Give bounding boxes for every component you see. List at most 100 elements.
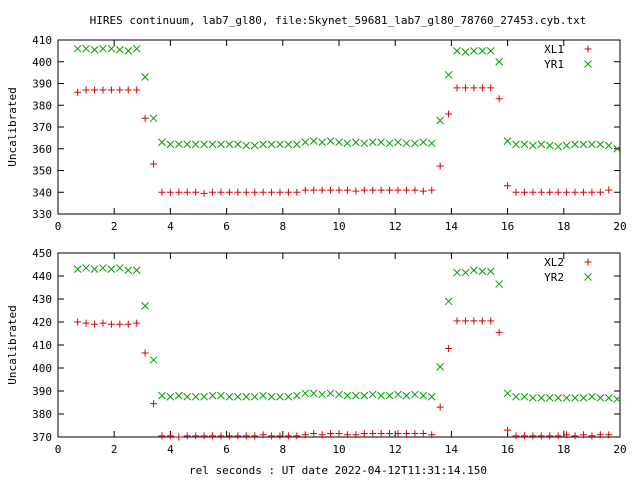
data-point <box>251 188 259 196</box>
data-point <box>107 320 115 328</box>
y-tick-label: 390 <box>32 385 52 398</box>
data-point <box>124 320 132 328</box>
data-point <box>233 392 242 401</box>
plot-frame <box>57 252 621 438</box>
data-point <box>436 116 445 125</box>
data-point <box>268 188 276 196</box>
data-point <box>225 188 233 196</box>
data-point <box>99 44 107 53</box>
data-point <box>115 45 124 54</box>
data-point <box>259 391 267 400</box>
data-point <box>520 392 529 401</box>
y-tick-label: 450 <box>32 247 52 260</box>
data-point <box>73 44 82 53</box>
x-tick-label: 12 <box>389 220 402 233</box>
data-point <box>368 390 377 399</box>
data-point <box>419 391 428 400</box>
data-point <box>444 70 453 79</box>
data-point <box>107 86 115 94</box>
data-point <box>436 403 444 411</box>
data-point <box>259 140 267 149</box>
data-point <box>310 186 318 194</box>
data-point <box>394 186 402 194</box>
data-point <box>512 432 520 440</box>
data-point <box>200 392 208 401</box>
data-point <box>141 302 149 310</box>
data-point <box>242 188 250 196</box>
data-point <box>563 431 571 439</box>
y-tick-label: 410 <box>32 34 52 47</box>
data-point <box>604 394 613 402</box>
data-point <box>571 394 579 402</box>
data-point <box>225 140 234 149</box>
data-point <box>276 392 284 401</box>
data-point <box>343 186 351 194</box>
data-point <box>166 188 174 196</box>
data-point <box>385 139 394 148</box>
data-point <box>91 320 99 328</box>
data-point <box>276 140 284 149</box>
data-point <box>73 265 82 273</box>
data-point <box>571 140 579 149</box>
data-point <box>360 430 368 438</box>
data-point <box>520 432 528 440</box>
x-tick-label: 4 <box>167 220 174 233</box>
data-point <box>90 45 99 54</box>
data-point <box>107 265 116 273</box>
data-point <box>571 432 579 440</box>
data-point <box>200 432 208 440</box>
data-point <box>200 189 208 197</box>
data-point <box>217 140 225 149</box>
data-point <box>352 431 360 439</box>
data-point <box>343 139 352 148</box>
data-point <box>394 390 402 399</box>
data-point <box>250 141 259 150</box>
data-point <box>613 144 622 153</box>
data-point <box>335 390 343 399</box>
data-point <box>183 432 191 440</box>
data-point <box>158 188 166 196</box>
data-point <box>554 142 563 151</box>
y-tick-label: 400 <box>32 56 52 69</box>
x-tick-label: 16 <box>501 220 514 233</box>
data-point <box>335 430 343 438</box>
data-point <box>470 47 478 55</box>
x-tick-label: 0 <box>55 443 62 456</box>
data-point <box>132 266 141 275</box>
data-point <box>150 160 158 168</box>
data-point <box>124 266 133 275</box>
data-point <box>419 430 427 438</box>
data-point <box>428 431 436 439</box>
data-point <box>267 140 276 149</box>
data-point <box>90 265 99 273</box>
data-point <box>209 432 217 440</box>
data-point <box>174 391 183 400</box>
data-point <box>234 188 242 196</box>
x-tick-label: 8 <box>279 443 286 456</box>
data-point <box>82 319 90 327</box>
data-point <box>427 139 436 148</box>
data-point <box>537 432 545 440</box>
data-point <box>529 394 537 402</box>
data-point <box>82 44 90 53</box>
data-point <box>445 110 453 118</box>
data-point <box>596 431 604 439</box>
chart-panel-1: 0 2 4 6 8 10 12 14 16 18 20 330 340 350 360 370 380 390 40… <box>6 34 627 233</box>
x-tick-label: 14 <box>445 220 459 233</box>
data-point <box>487 84 495 92</box>
data-point <box>301 138 310 147</box>
data-point <box>537 188 545 196</box>
data-point <box>596 394 605 402</box>
series-XL1 <box>74 84 613 197</box>
x-tick-label: 6 <box>223 443 230 456</box>
data-point <box>183 188 191 196</box>
data-point <box>419 187 427 195</box>
data-point <box>537 394 546 402</box>
data-point <box>166 392 175 401</box>
series-XL2 <box>74 317 613 441</box>
data-point <box>520 140 529 149</box>
data-point <box>309 389 318 398</box>
data-point <box>327 186 335 194</box>
legend-marker <box>584 273 592 281</box>
